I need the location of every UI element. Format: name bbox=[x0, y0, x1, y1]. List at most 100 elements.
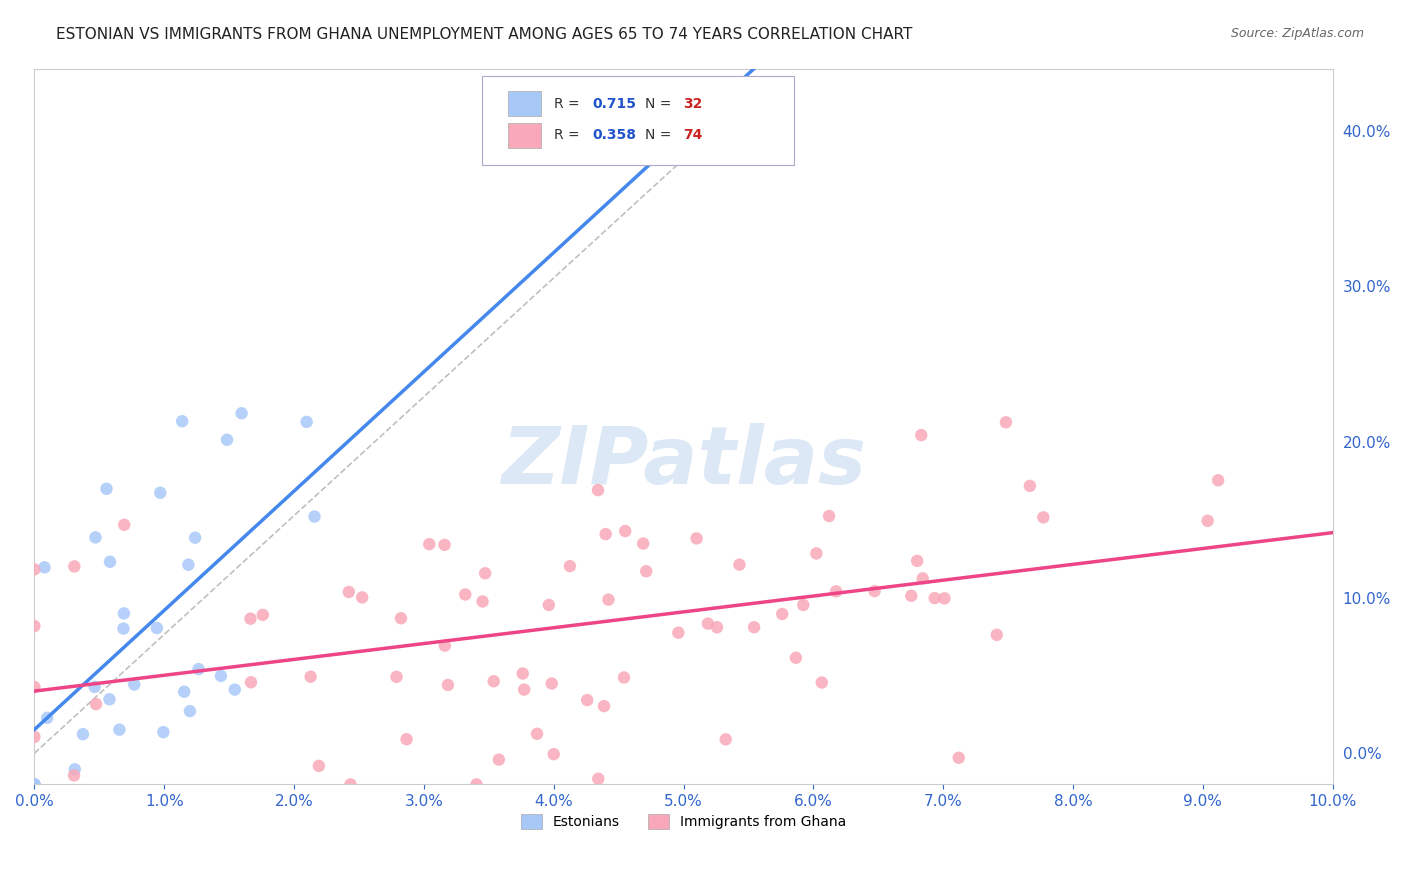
Point bbox=[614, 524, 637, 538]
Text: 0.715: 0.715 bbox=[593, 96, 637, 111]
Point bbox=[299, 670, 322, 684]
Point bbox=[685, 532, 707, 546]
Point bbox=[337, 585, 360, 599]
Point bbox=[295, 415, 318, 429]
Point bbox=[706, 620, 728, 634]
Point bbox=[339, 777, 361, 791]
Text: N =: N = bbox=[644, 128, 675, 142]
Point bbox=[96, 482, 118, 496]
Point bbox=[1206, 473, 1229, 487]
Text: 74: 74 bbox=[683, 128, 703, 142]
Point bbox=[728, 558, 751, 572]
Point bbox=[598, 592, 620, 607]
Point bbox=[184, 531, 207, 545]
Point bbox=[666, 625, 689, 640]
Point bbox=[714, 732, 737, 747]
Point bbox=[593, 699, 616, 714]
Point bbox=[187, 662, 209, 676]
Point bbox=[224, 682, 246, 697]
Point bbox=[465, 777, 488, 791]
Point bbox=[395, 732, 418, 747]
FancyBboxPatch shape bbox=[509, 123, 541, 148]
Point bbox=[586, 483, 609, 497]
Point bbox=[986, 628, 1008, 642]
Point bbox=[22, 730, 45, 744]
Point bbox=[905, 554, 928, 568]
Point bbox=[825, 584, 848, 599]
Point bbox=[37, 711, 59, 725]
Point bbox=[215, 433, 238, 447]
Point bbox=[488, 753, 510, 767]
Point bbox=[576, 693, 599, 707]
Point bbox=[22, 777, 45, 791]
Text: ZIPatlas: ZIPatlas bbox=[501, 423, 866, 501]
Point bbox=[22, 619, 45, 633]
Point bbox=[934, 591, 956, 606]
Point bbox=[863, 584, 886, 599]
Point bbox=[697, 616, 720, 631]
Point bbox=[526, 727, 548, 741]
Point bbox=[308, 759, 330, 773]
Point bbox=[742, 620, 765, 634]
Point bbox=[595, 527, 617, 541]
Point bbox=[385, 670, 408, 684]
Point bbox=[149, 485, 172, 500]
Point bbox=[112, 622, 135, 636]
Point bbox=[785, 650, 807, 665]
Point bbox=[1018, 479, 1040, 493]
FancyBboxPatch shape bbox=[509, 91, 541, 117]
Point bbox=[586, 772, 609, 786]
Point bbox=[239, 612, 262, 626]
Point bbox=[63, 762, 86, 776]
Text: R =: R = bbox=[554, 96, 583, 111]
Point bbox=[146, 621, 169, 635]
Point bbox=[810, 675, 832, 690]
Point bbox=[122, 677, 145, 691]
Point bbox=[84, 530, 107, 544]
Point bbox=[474, 566, 496, 581]
Point bbox=[1197, 514, 1219, 528]
Point bbox=[636, 564, 658, 578]
Point bbox=[770, 607, 793, 621]
Point bbox=[543, 747, 565, 762]
Point bbox=[72, 727, 94, 741]
Point bbox=[172, 414, 194, 428]
Point bbox=[994, 415, 1017, 429]
Point bbox=[513, 682, 536, 697]
Point bbox=[112, 607, 135, 621]
Point bbox=[22, 680, 45, 694]
Point bbox=[98, 692, 121, 706]
FancyBboxPatch shape bbox=[482, 76, 794, 165]
Point bbox=[179, 704, 201, 718]
Point bbox=[98, 555, 121, 569]
Point bbox=[924, 591, 946, 606]
Point bbox=[948, 750, 970, 764]
Point bbox=[231, 406, 253, 420]
Point bbox=[22, 777, 45, 791]
Point bbox=[437, 678, 460, 692]
Point bbox=[1032, 510, 1054, 524]
Point bbox=[63, 559, 86, 574]
Point bbox=[471, 594, 494, 608]
Point bbox=[84, 697, 107, 711]
Point bbox=[108, 723, 131, 737]
Point bbox=[177, 558, 200, 572]
Point bbox=[22, 777, 45, 791]
Text: 0.358: 0.358 bbox=[593, 128, 637, 142]
Point bbox=[613, 670, 636, 684]
Point bbox=[454, 587, 477, 601]
Point bbox=[537, 598, 560, 612]
Point bbox=[22, 562, 45, 576]
Point bbox=[631, 536, 654, 550]
Point bbox=[540, 676, 562, 690]
Point bbox=[900, 589, 922, 603]
Point bbox=[34, 560, 56, 574]
Point bbox=[512, 666, 534, 681]
Point bbox=[818, 508, 841, 523]
Point bbox=[352, 591, 374, 605]
Point bbox=[910, 428, 932, 442]
Point bbox=[252, 607, 274, 622]
Point bbox=[304, 509, 326, 524]
Legend: Estonians, Immigrants from Ghana: Estonians, Immigrants from Ghana bbox=[516, 809, 852, 835]
Point bbox=[558, 559, 581, 574]
